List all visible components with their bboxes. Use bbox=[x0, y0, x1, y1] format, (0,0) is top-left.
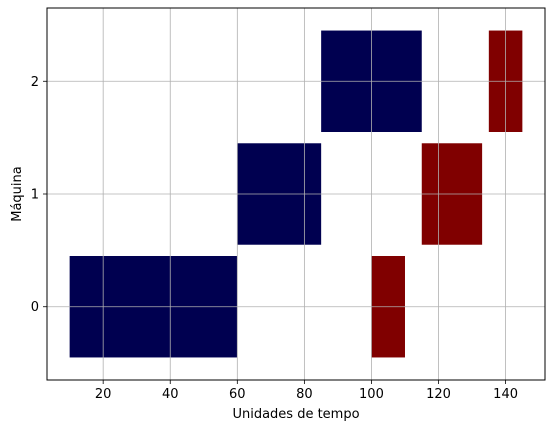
y-tick-label-1: 1 bbox=[31, 188, 39, 203]
x-tick-label-2: 60 bbox=[229, 387, 246, 402]
x-axis-ticks: 20 40 60 80 100 120 140 bbox=[95, 380, 518, 402]
x-tick-label-6: 140 bbox=[493, 387, 518, 402]
x-tick-label-0: 20 bbox=[95, 387, 112, 402]
x-axis-label: Unidades de tempo bbox=[232, 407, 359, 422]
x-tick-label-4: 100 bbox=[359, 387, 384, 402]
x-tick-label-5: 120 bbox=[426, 387, 451, 402]
grid-lines bbox=[47, 8, 545, 380]
y-tick-label-0: 0 bbox=[31, 300, 39, 315]
x-tick-label-3: 80 bbox=[296, 387, 313, 402]
x-tick-label-1: 40 bbox=[162, 387, 179, 402]
y-axis-label: Máquina bbox=[10, 166, 25, 222]
y-tick-label-2: 2 bbox=[31, 75, 39, 90]
y-axis-ticks: 0 1 2 bbox=[31, 75, 47, 315]
